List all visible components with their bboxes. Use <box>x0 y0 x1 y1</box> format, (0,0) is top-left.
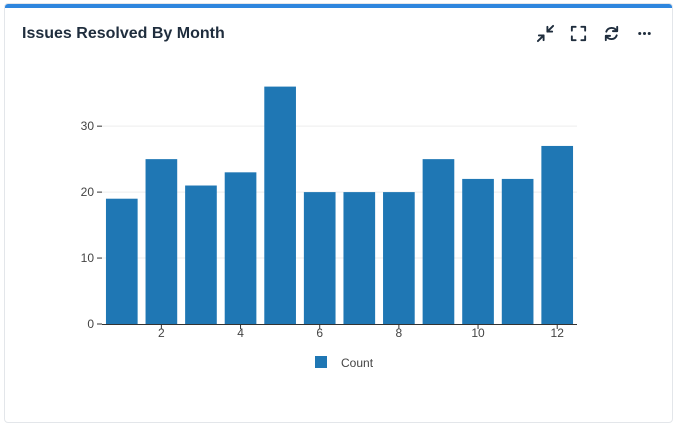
bar-month-10[interactable] <box>462 178 494 324</box>
collapse-icon[interactable] <box>536 24 555 43</box>
more-icon[interactable] <box>635 24 654 43</box>
card-title: Issues Resolved By Month <box>22 25 225 42</box>
bar-month-9[interactable] <box>422 159 455 324</box>
y-tick-label: 10 <box>81 251 95 265</box>
bar-month-5[interactable] <box>264 86 296 324</box>
legend-label: Count <box>341 356 374 370</box>
card-accent-bar <box>5 4 672 8</box>
y-tick-label: 20 <box>81 185 95 199</box>
x-tick-label: 6 <box>316 326 323 340</box>
card-toolbar <box>536 24 654 43</box>
bar-month-3[interactable] <box>185 185 217 324</box>
expand-icon[interactable] <box>569 24 588 43</box>
bar-month-7[interactable] <box>343 192 376 324</box>
bar-month-8[interactable] <box>383 192 415 324</box>
refresh-icon[interactable] <box>602 24 621 43</box>
x-tick-label: 12 <box>551 326 565 340</box>
chart-axes: 0 10 20 30 2 4 6 8 10 12 <box>81 119 577 340</box>
bar-month-4[interactable] <box>224 172 257 324</box>
x-tick-label: 10 <box>471 326 485 340</box>
legend-swatch <box>315 356 327 368</box>
bar-month-2[interactable] <box>145 159 178 324</box>
bar-month-11[interactable] <box>501 178 534 324</box>
x-tick-label: 8 <box>396 326 403 340</box>
x-tick-label: 2 <box>158 326 165 340</box>
x-tick-label: 4 <box>237 326 244 340</box>
bar-month-12[interactable] <box>541 145 574 324</box>
chart-legend[interactable]: Count <box>315 356 374 370</box>
bar-month-1[interactable] <box>105 198 138 324</box>
y-tick-label: 30 <box>81 119 95 133</box>
chart-bars <box>105 86 574 324</box>
bar-month-6[interactable] <box>303 192 336 324</box>
chart-gridlines <box>102 125 577 259</box>
y-tick-label: 0 <box>87 317 94 331</box>
